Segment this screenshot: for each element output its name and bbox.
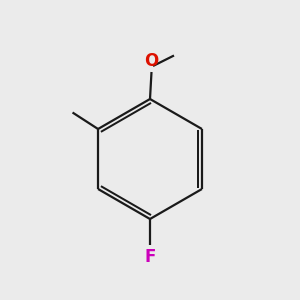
Text: F: F (144, 248, 156, 266)
Text: O: O (144, 52, 159, 70)
